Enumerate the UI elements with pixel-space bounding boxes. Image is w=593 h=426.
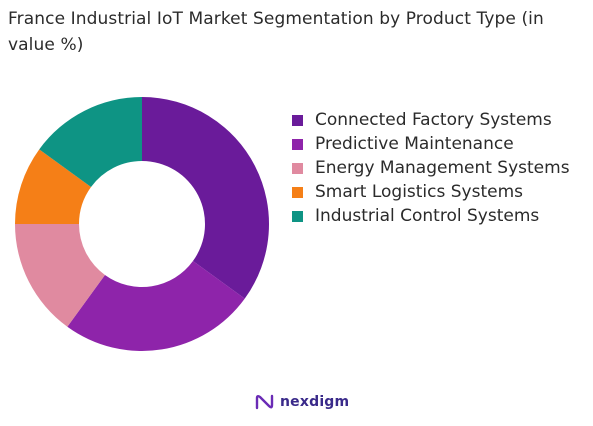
legend-label: Smart Logistics Systems	[315, 182, 524, 202]
donut-slices	[14, 97, 269, 351]
brand-logo: nexdigm	[255, 394, 349, 410]
donut-slice-industrial-control-systems	[39, 97, 143, 187]
legend-item-industrial-control: Industrial Control Systems	[292, 204, 592, 228]
donut-slice-connected-factory-systems	[142, 97, 269, 299]
brand-name: nexdigm	[280, 394, 350, 410]
legend-swatch	[292, 139, 303, 150]
legend-item-connected-factory: Connected Factory Systems	[292, 108, 592, 132]
legend-label: Connected Factory Systems	[315, 110, 552, 130]
donut-slice-energy-management-systems	[14, 224, 105, 327]
legend-swatch	[292, 211, 303, 222]
legend-swatch	[292, 115, 303, 126]
legend-item-smart-logistics: Smart Logistics Systems	[292, 180, 592, 204]
chart-title: France Industrial IoT Market Segmentatio…	[8, 9, 544, 55]
legend-swatch	[292, 163, 303, 174]
legend-label: Industrial Control Systems	[315, 206, 540, 226]
legend-label: Energy Management Systems	[315, 158, 570, 178]
legend-item-predictive-maintenance: Predictive Maintenance	[292, 132, 592, 156]
chart-legend: Connected Factory Systems Predictive Mai…	[292, 108, 592, 228]
legend-label: Predictive Maintenance	[315, 134, 514, 154]
legend-item-energy-management: Energy Management Systems	[292, 156, 592, 180]
donut-slice-smart-logistics-systems	[15, 149, 92, 224]
legend-swatch	[292, 187, 303, 198]
donut-slice-predictive-maintenance	[67, 261, 245, 351]
nexdigm-logo-icon	[255, 394, 274, 410]
